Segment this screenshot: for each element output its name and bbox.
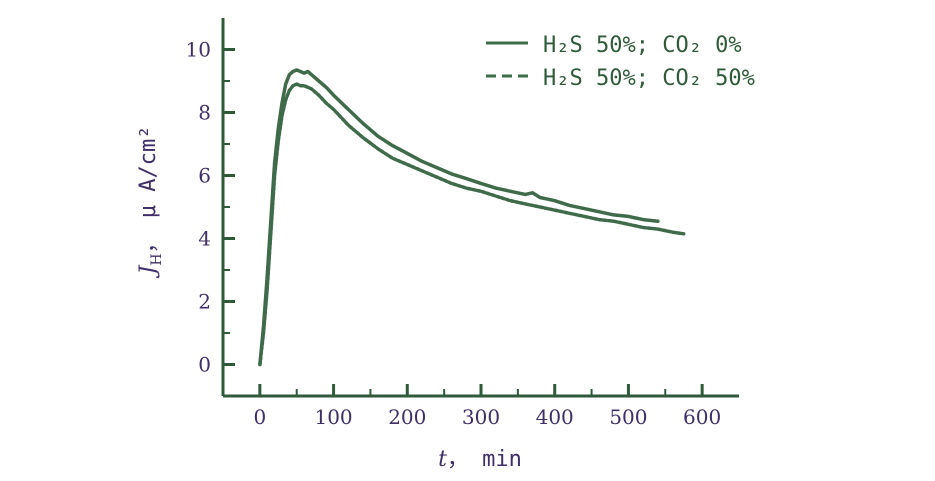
y-tick-label: 4 [198,227,211,251]
y-tick-label: 6 [198,164,211,188]
x-tick-label: 0 [253,405,266,429]
legend: H₂S 50%; CO₂ 0% H₂S 50%; CO₂ 50% [486,33,755,91]
series-line-co2-50 [258,82,686,367]
x-axis-label: t， min [438,447,522,472]
x-tick-label: 400 [536,405,574,429]
x-tick-label: 500 [609,405,647,429]
legend-label-2: H₂S 50%; CO₂ 50% [543,66,755,91]
y-tick-label: 10 [186,38,211,62]
x-axis-label-unit: ， min [447,447,522,472]
x-tick-label: 300 [462,405,500,429]
series-line-co2-0 [258,68,660,367]
x-tick-label: 200 [388,405,426,429]
y-tick-label: 8 [198,101,211,125]
x-tick-label: 100 [314,405,352,429]
x-axis-label-var: t [438,447,447,472]
series-group [258,68,686,367]
y-axis-label-var: J [136,265,161,279]
y-axis-label: JH， μ A/cm² [136,125,165,278]
y-tick-label: 2 [198,290,211,314]
x-tick-label: 600 [683,405,721,429]
legend-label-1: H₂S 50%; CO₂ 0% [543,33,742,58]
y-axis-label-sub: H [149,253,165,265]
y-axis-label-unit: ， μ A/cm² [136,125,161,253]
y-tick-label: 0 [198,353,211,377]
